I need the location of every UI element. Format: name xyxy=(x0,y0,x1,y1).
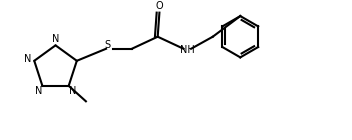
Text: S: S xyxy=(105,40,111,50)
Text: N: N xyxy=(52,34,59,44)
Text: O: O xyxy=(156,1,163,11)
Text: N: N xyxy=(35,86,42,96)
Text: N: N xyxy=(69,86,76,96)
Text: NH: NH xyxy=(180,46,194,55)
Text: N: N xyxy=(24,54,32,64)
